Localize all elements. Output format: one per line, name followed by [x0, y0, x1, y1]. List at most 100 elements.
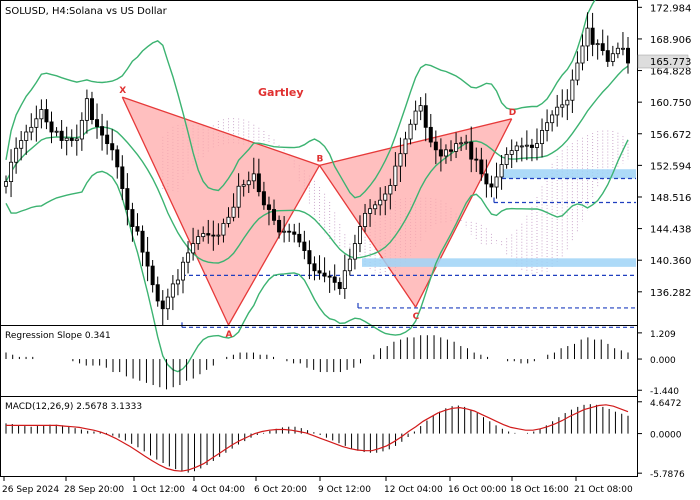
- candle-body: [150, 265, 155, 286]
- time-tick-label: 26 Sep 2024: [2, 485, 59, 495]
- candle-body: [545, 122, 550, 131]
- candle-body: [105, 134, 110, 145]
- candle-body: [393, 165, 398, 186]
- macd-tick-label: 4.6472: [650, 399, 682, 409]
- candle-body: [524, 144, 529, 147]
- price-tick-label: 148.516: [650, 193, 691, 204]
- candle-body: [570, 79, 575, 101]
- candle-body: [560, 104, 565, 108]
- candle-body: [120, 166, 125, 189]
- candle-body: [282, 230, 287, 233]
- candle-body: [34, 118, 39, 128]
- candle-body: [378, 199, 383, 206]
- time-tick-label: 4 Oct 04:00: [192, 485, 245, 495]
- candle-body: [519, 145, 524, 148]
- candle-body: [363, 212, 368, 227]
- regression-panel: Regression Slope 0.341 1.209 0.000 -1.440: [0, 325, 679, 397]
- candle-body: [191, 243, 196, 254]
- bollinger-middle: [5, 65, 629, 264]
- candle-body: [241, 184, 246, 187]
- zone-layer: [362, 169, 636, 267]
- candles-layer: [4, 12, 631, 325]
- last-price-tag-bg: [637, 54, 689, 69]
- candle-body: [180, 261, 185, 281]
- candle-body: [201, 233, 206, 238]
- candle-body: [585, 27, 590, 47]
- macd-panel-frame: [0, 396, 638, 477]
- time-tick-label: 16 Oct 00:00: [448, 485, 507, 495]
- macd-title: MACD(12,26,9) 2.5678 3.1333: [5, 402, 142, 412]
- candle-body: [54, 130, 59, 133]
- candle-body: [216, 234, 221, 237]
- candle-body: [418, 105, 423, 112]
- candle-body: [509, 150, 514, 155]
- candle-body: [287, 230, 292, 233]
- macd-tick-label: -5.7876: [650, 470, 685, 480]
- pattern-point-X: X: [119, 86, 126, 96]
- candle-body: [373, 204, 378, 210]
- pattern-name: Gartley: [258, 86, 304, 99]
- candle-body: [423, 105, 428, 128]
- time-tick-label: 18 Oct 16:00: [510, 485, 569, 495]
- candle-body: [186, 252, 191, 263]
- candle-body: [145, 251, 150, 267]
- price-tick-label: 168.906: [650, 35, 691, 46]
- candle-body: [595, 43, 600, 46]
- candle-body: [626, 47, 631, 64]
- candle-body: [175, 279, 180, 285]
- pattern-xab-fill: [122, 97, 320, 325]
- pattern-labels-layer: X A B C D: [119, 86, 516, 340]
- candle-body: [100, 126, 105, 136]
- candle-body: [555, 106, 560, 116]
- candle-body: [322, 272, 327, 277]
- price-tick-label: 144.438: [650, 225, 691, 236]
- candle-body: [454, 143, 459, 152]
- candle-body: [170, 283, 175, 298]
- candle-body: [464, 141, 469, 144]
- candle-body: [529, 144, 534, 148]
- pattern-point-B: B: [317, 154, 324, 164]
- time-tick-label: 21 Oct 08:00: [574, 485, 633, 495]
- time-axis: 26 Sep 2024 28 Sep 20:00 1 Oct 12:00 4 Oct …: [2, 476, 633, 495]
- candle-body: [605, 50, 610, 62]
- macd-axis: 4.6472 0.0000 -5.7876: [637, 399, 685, 480]
- price-panel: X A B C D SOLUSD, H4: Solana vs US Dollar Ga…: [0, 0, 691, 373]
- candle-body: [160, 300, 165, 310]
- candle-body: [590, 27, 595, 45]
- last-price-value: 165.773: [650, 57, 691, 68]
- time-tick-label: 1 Oct 12:00: [132, 485, 185, 495]
- bollinger-lower: [5, 139, 629, 373]
- candle-body: [398, 153, 403, 167]
- candle-body: [550, 114, 555, 124]
- candle-body: [489, 183, 494, 188]
- chart-description: Solana vs US Dollar: [69, 6, 168, 17]
- last-price-tag: 165.773: [637, 54, 691, 69]
- candle-body: [155, 284, 160, 302]
- candle-body: [4, 181, 9, 187]
- candle-body: [95, 119, 100, 127]
- candle-body: [600, 43, 605, 52]
- regression-bars-layer: [5, 335, 629, 390]
- pattern-point-D: D: [509, 108, 516, 118]
- candle-body: [236, 185, 241, 208]
- candle-body: [469, 141, 474, 160]
- candle-body: [14, 147, 19, 163]
- candle-body: [140, 230, 145, 253]
- candle-body: [504, 154, 509, 165]
- candle-body: [64, 137, 69, 141]
- candle-body: [221, 223, 226, 236]
- candle-body: [413, 110, 418, 125]
- candle-body: [84, 98, 89, 121]
- candle-body: [292, 231, 297, 235]
- candle-body: [368, 208, 373, 214]
- pattern-leg-BC: [318, 164, 417, 308]
- candle-body: [383, 193, 388, 201]
- candle-body: [312, 263, 317, 272]
- candle-body: [433, 141, 438, 151]
- candle-body: [110, 143, 115, 151]
- candle-body: [9, 161, 14, 183]
- sr-zone: [362, 258, 636, 267]
- price-axis: 172.984 168.906 164.828 160.750 156.672 152.5…: [637, 3, 691, 299]
- candle-body: [534, 143, 539, 148]
- candle-body: [115, 149, 120, 168]
